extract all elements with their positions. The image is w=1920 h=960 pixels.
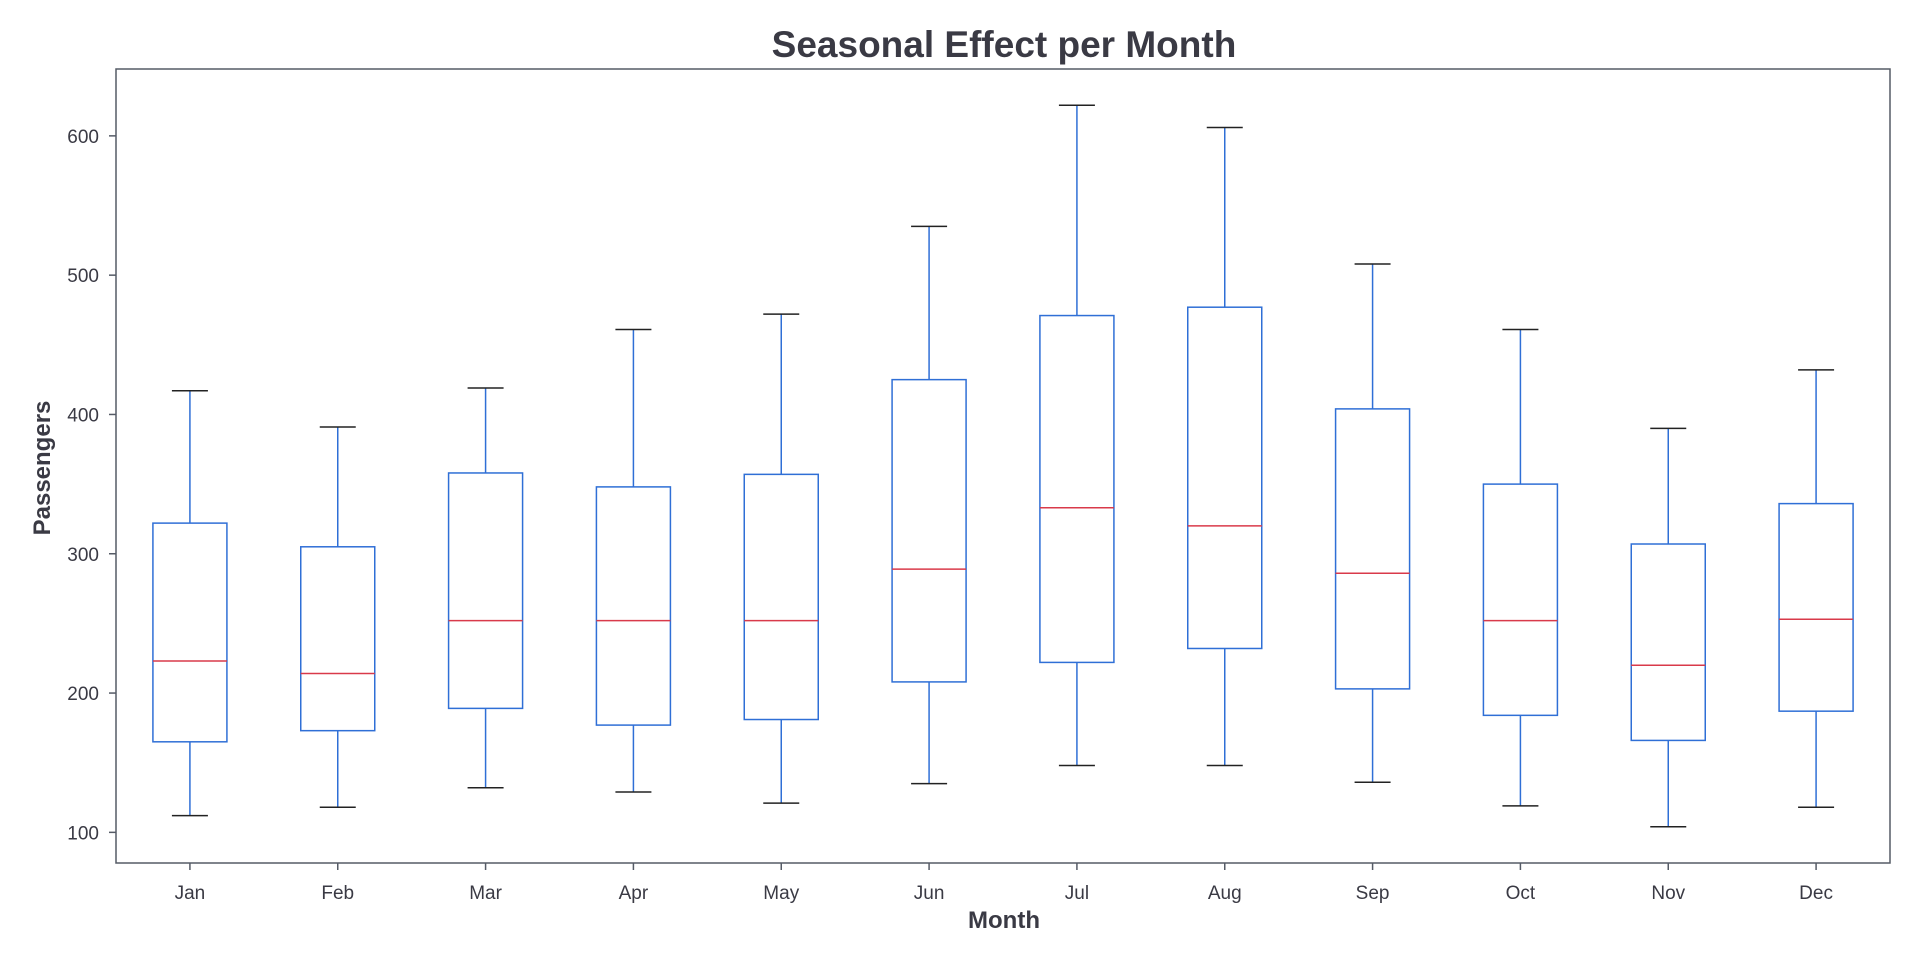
x-tick-label: Oct — [1506, 883, 1536, 904]
box-apr — [595, 328, 672, 793]
plot-area — [115, 68, 1891, 864]
iqr-box — [300, 546, 376, 732]
boxes-layer — [152, 104, 1854, 828]
x-tick-label: May — [763, 883, 799, 904]
x-tick-label: Apr — [619, 883, 649, 904]
x-tick-label: Sep — [1356, 883, 1390, 904]
x-axis: Jan Feb Mar Apr May Jun Jul Aug Sep Oct Nov Dec — [175, 863, 1833, 904]
iqr-box — [1187, 306, 1263, 650]
box-jan — [152, 390, 228, 817]
x-tick-label: Mar — [469, 883, 502, 904]
x-tick-label: Aug — [1208, 883, 1242, 904]
x-tick-label: Jan — [175, 883, 206, 904]
iqr-box — [743, 473, 819, 721]
iqr-box — [1778, 502, 1854, 712]
box-may — [743, 313, 819, 804]
x-tick-label: Feb — [321, 883, 354, 904]
y-tick-label: 300 — [67, 545, 99, 566]
box-mar — [447, 387, 524, 789]
x-tick-label: Dec — [1799, 883, 1833, 904]
y-tick-label: 100 — [67, 823, 99, 844]
chart-title: Seasonal Effect per Month — [772, 24, 1237, 65]
x-axis-label: Month — [968, 907, 1040, 934]
box-sep — [1334, 263, 1411, 783]
iqr-box — [1630, 543, 1706, 742]
box-feb — [300, 426, 376, 809]
iqr-box — [152, 522, 228, 743]
box-jun — [891, 225, 967, 785]
y-tick-label: 600 — [67, 127, 99, 148]
box-nov — [1630, 427, 1706, 828]
iqr-box — [891, 378, 967, 683]
box-oct — [1482, 328, 1559, 807]
box-dec — [1778, 369, 1854, 809]
y-tick-label: 500 — [67, 266, 99, 287]
y-axis-label: Passengers — [29, 401, 56, 536]
iqr-box — [447, 472, 524, 710]
iqr-box — [1482, 483, 1559, 717]
x-tick-label: Nov — [1651, 883, 1685, 904]
iqr-box — [1334, 408, 1411, 690]
y-tick-label: 400 — [67, 405, 99, 426]
x-tick-label: Jul — [1065, 883, 1089, 904]
box-jul — [1039, 104, 1115, 767]
y-axis: 100 200 300 400 500 600 — [67, 127, 116, 844]
x-tick-label: Jun — [914, 883, 945, 904]
iqr-box — [1039, 314, 1115, 664]
iqr-box — [595, 486, 672, 726]
box-aug — [1187, 126, 1263, 767]
y-tick-label: 200 — [67, 684, 99, 705]
